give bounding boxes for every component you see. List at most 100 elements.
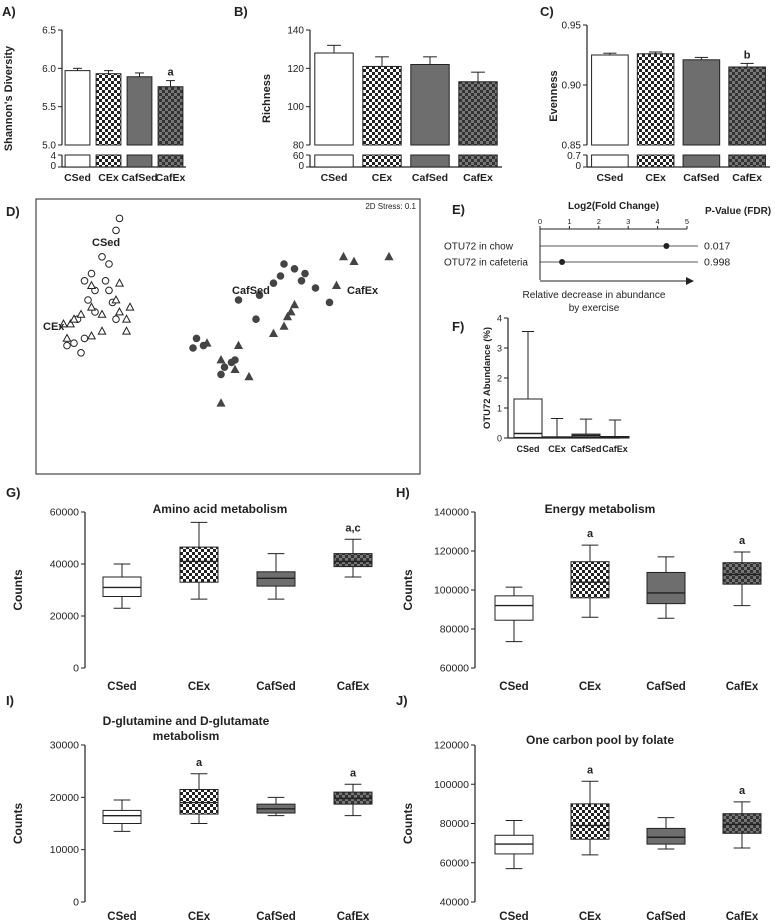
y-tick-label-lower: 0 [298, 161, 304, 172]
point-csed [84, 296, 92, 304]
y-tick-label: 80000 [440, 624, 469, 636]
y-tick-label: 0 [73, 897, 79, 909]
point-cex [86, 302, 97, 311]
y-tick-label: 0.90 [562, 81, 582, 92]
y-axis-label: Counts [401, 569, 415, 611]
point-cafsed [269, 279, 278, 288]
point-cafsed [234, 296, 243, 304]
bar-upper-csed [64, 70, 91, 146]
x-tick-label: CafEx [337, 911, 370, 923]
box-cex [570, 561, 610, 599]
panel-label-d: D) [6, 204, 20, 219]
row-label: OTU72 in cafeteria [444, 258, 528, 269]
panel-label-e: E) [452, 202, 465, 217]
y-tick-label: 5.0 [42, 141, 56, 152]
point-csed [112, 315, 120, 324]
x-tick-label: CEx [98, 172, 119, 184]
fold-change-point [663, 243, 670, 249]
x-tick-label: 2 [597, 217, 601, 226]
box-cex [570, 803, 610, 840]
point-csed [80, 277, 89, 285]
y-tick-label: 60000 [50, 507, 79, 519]
y-tick-label: 2 [497, 374, 502, 384]
point-cafsed [227, 358, 236, 367]
x-tick-label: CSed [64, 172, 91, 184]
x-tick-label: CafSed [412, 172, 448, 184]
pvalue-text: 0.017 [704, 241, 730, 253]
bar-upper-cafex [458, 81, 498, 146]
box-cex [179, 788, 219, 815]
x-tick-label: CafEx [726, 681, 759, 693]
box-cafex [333, 553, 373, 568]
point-cex [125, 302, 135, 311]
point-cex [58, 319, 69, 328]
panel-label-g: G) [6, 485, 20, 500]
chart-title: One carbon pool by folate [526, 733, 674, 747]
chart-c: C) 0.85 0.90 0.95 00.7 Evenness CSed CEx CafSed b… [540, 4, 770, 184]
bar-lower-cafex [728, 154, 766, 168]
y-tick-label: 80 [293, 141, 305, 152]
point-cafex [216, 398, 226, 407]
panel-label-f: F) [452, 319, 464, 334]
point-csed [80, 334, 89, 343]
bar-lower-csed [64, 154, 91, 168]
bar-lower-csed [591, 154, 629, 168]
chart-j: J) 40000 60000 80000 100000 120000 Counts One c… [396, 693, 762, 923]
panel-label-i: I) [6, 693, 14, 708]
box-csed [102, 809, 142, 825]
box-cafsed [646, 571, 686, 605]
chart-a: A) 5.0 5.5 6.0 6.5 04 Shannon's Diversity CSed C… [2, 4, 186, 184]
point-cex [97, 309, 107, 318]
point-cafex [286, 307, 296, 316]
x-axis-title: Log2(Fold Change) [568, 201, 659, 212]
box-cafsed [646, 827, 686, 845]
arrow-caption-line-2: by exercise [569, 303, 620, 314]
y-axis-label: OTU72 Abundance (%) [482, 327, 493, 429]
box-csed [494, 595, 534, 621]
point-csed [98, 252, 106, 261]
significance-label: a [739, 535, 746, 547]
bar-upper-cafsed [126, 76, 153, 146]
point-cex [86, 280, 97, 289]
point-cafsed [252, 315, 260, 324]
y-axis-label: Evenness [548, 70, 560, 121]
group-label-cafsed: CafSed [232, 285, 270, 297]
x-tick-label: CafSed [256, 911, 296, 923]
bar-lower-cafsed [126, 154, 153, 168]
x-tick-label: CSed [321, 172, 348, 184]
x-tick-label: CSed [499, 911, 528, 923]
row-label: OTU72 in chow [444, 242, 514, 253]
bar-upper-cafsed [410, 64, 450, 146]
y-tick-label: 120000 [434, 546, 469, 558]
chart-title-line-1: D-glutamine and D-glutamate [103, 714, 270, 728]
significance-label: a [167, 67, 174, 79]
y-axis-label: Counts [11, 803, 25, 845]
fold-change-point [559, 259, 566, 265]
significance-label: a,c [345, 522, 360, 534]
bar-lower-cafex [157, 154, 184, 168]
x-tick-label: CafSed [121, 172, 157, 184]
x-tick-label: CEx [579, 911, 602, 923]
y-tick-label-lower: 4 [50, 151, 56, 162]
x-tick-label: CSed [107, 911, 136, 923]
y-tick-label: 0 [73, 663, 79, 675]
y-tick-label: 60000 [440, 663, 469, 675]
bar-lower-cafsed [410, 154, 450, 168]
bar-upper-cafex [157, 86, 184, 146]
x-tick-label: CafEx [602, 444, 628, 454]
point-cafsed [276, 272, 285, 280]
bar-lower-cex [95, 154, 122, 168]
point-cafsed [325, 298, 334, 307]
chart-b: B) 80 100 120 140 060 Richness CSed CEx CafSed Caf… [234, 4, 502, 184]
point-cafsed [255, 291, 264, 300]
x-tick-label: CEx [188, 681, 211, 693]
box-cafex [722, 813, 762, 834]
y-tick-label: 6.5 [42, 26, 56, 37]
point-cafex [202, 338, 212, 347]
point-cex [114, 278, 125, 287]
y-tick-label: 40000 [440, 897, 469, 909]
point-csed [101, 277, 110, 285]
x-tick-label: 0 [538, 217, 542, 226]
box-cafex [722, 562, 762, 585]
y-tick-label-lower: 0 [50, 161, 56, 172]
